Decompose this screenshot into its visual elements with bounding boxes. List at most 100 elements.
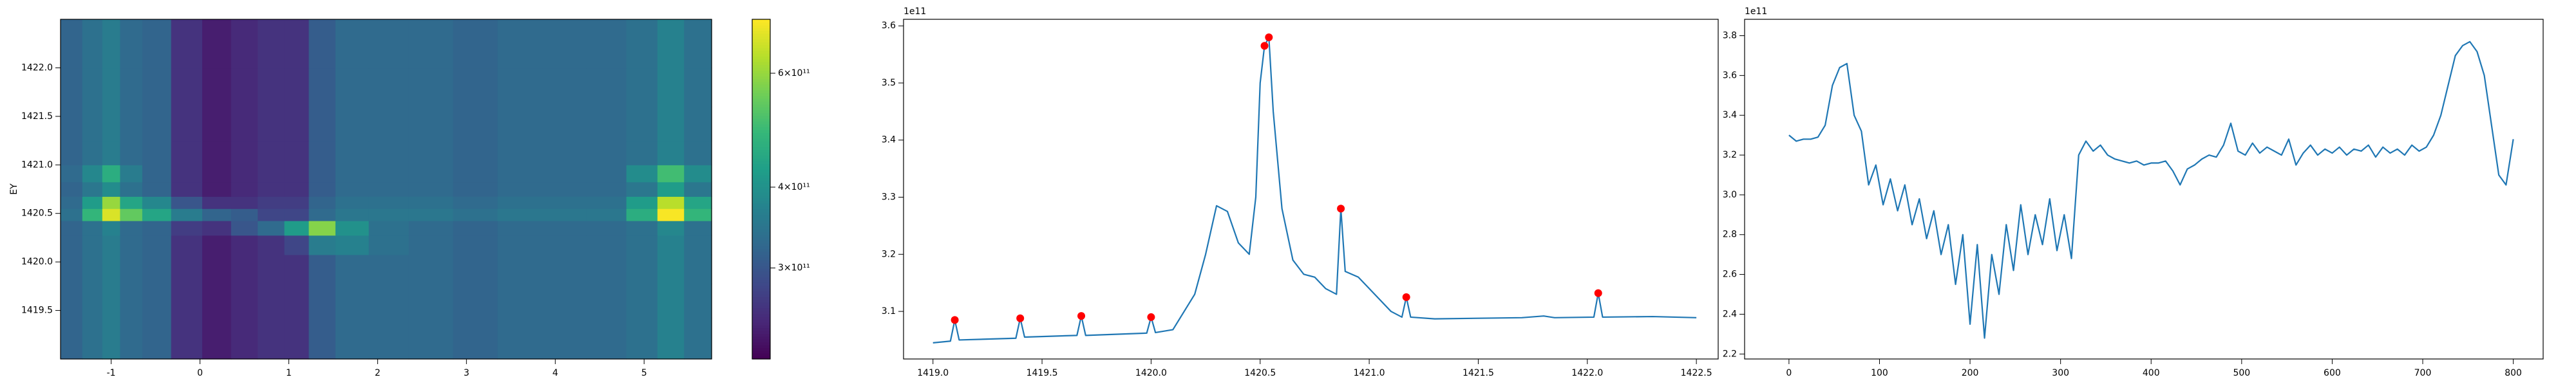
colorbar-strip	[752, 22, 770, 26]
y-tick-label: 2.8	[1723, 230, 1737, 240]
heatmap-cell	[284, 317, 310, 360]
heatmap-cell	[586, 196, 627, 209]
heatmap-cell	[231, 68, 258, 107]
heatmap-cell	[202, 284, 232, 318]
colorbar-strip	[752, 262, 770, 266]
heatmap-cell	[308, 254, 336, 284]
heatmap-cell	[171, 106, 203, 142]
heatmap-cell	[497, 165, 543, 183]
heatmap-cell	[408, 68, 454, 107]
heatmap-cell	[408, 221, 454, 236]
colorbar-strip	[752, 308, 770, 311]
heatmap-cell	[171, 181, 203, 197]
heatmap-cell	[120, 140, 143, 165]
colorbar-strip	[752, 121, 770, 125]
colorbar-strip	[752, 48, 770, 51]
colorbar-strip	[752, 279, 770, 283]
heatmap-cell	[120, 68, 143, 107]
colorbar-strip	[752, 302, 770, 306]
heatmap-cell	[308, 284, 336, 318]
colorbar-strip	[752, 228, 770, 232]
heatmap-cell	[542, 165, 587, 183]
colorbar-strip	[752, 257, 770, 261]
heatmap-cell	[102, 140, 121, 165]
heatmap-cell	[82, 106, 103, 142]
heatmap-cell	[202, 181, 232, 197]
colorbar-strip	[752, 345, 770, 348]
heatmap-cell	[120, 19, 143, 69]
colorbar-strip	[752, 62, 770, 65]
heatmap-cell	[61, 140, 83, 165]
colorbar-strip	[752, 133, 770, 136]
heatmap-cell	[586, 284, 627, 318]
heatmap-cell	[171, 140, 203, 165]
heatmap-cell	[657, 221, 685, 236]
heatmap-cell	[408, 208, 454, 221]
peak-marker	[1337, 205, 1345, 213]
heatmap-cell	[684, 208, 712, 221]
x-tick-label: 1420.0	[1135, 368, 1167, 378]
x-tick-label: 1421.0	[1354, 368, 1385, 378]
heatmap-cell	[61, 19, 83, 69]
heatmap-cell	[308, 19, 336, 69]
y-tick-label: 1419.5	[21, 306, 53, 316]
colorbar-strip	[752, 161, 770, 164]
heatmap-cell	[586, 106, 627, 142]
heatmap-cell	[120, 181, 143, 197]
heatmap-cell	[586, 254, 627, 284]
offset-label: 1e11	[904, 6, 926, 17]
colorbar-strip	[752, 198, 770, 201]
colorbar-strip	[752, 356, 770, 360]
colorbar-strip	[752, 186, 770, 190]
heatmap-cell	[82, 235, 103, 255]
heatmap-cell	[497, 254, 543, 284]
x-tick-label: 4	[553, 368, 558, 378]
data-line	[1788, 41, 2514, 339]
heatmap-cell	[626, 317, 658, 360]
heatmap-cell	[684, 165, 712, 183]
colorbar-strip	[752, 327, 770, 331]
heatmap-cell	[120, 317, 143, 360]
heatmap-cell	[120, 208, 143, 221]
heatmap-cell	[453, 165, 498, 183]
heatmap-cell	[284, 196, 310, 209]
heatmap-cell	[368, 196, 410, 209]
heatmap-cell	[542, 181, 587, 197]
peak-marker	[1147, 313, 1155, 321]
heatmap-cell	[408, 106, 454, 142]
heatmap-cell	[408, 181, 454, 197]
colorbar-strip	[752, 36, 770, 40]
heatmap-cell	[61, 284, 83, 318]
colorbar-strip	[752, 232, 770, 235]
heatmap-cell	[284, 254, 310, 284]
colorbar-strip	[752, 169, 770, 173]
axes-frame	[1744, 19, 2544, 360]
x-tick-label: 1	[286, 368, 292, 378]
heatmap-cell	[626, 181, 658, 197]
heatmap-cell	[102, 181, 121, 197]
heatmap-cell	[453, 181, 498, 197]
heatmap-cell	[308, 140, 336, 165]
colorbar-strip	[752, 223, 770, 226]
heatmap-cell	[231, 181, 258, 197]
heatmap-cell	[497, 317, 543, 360]
heatmap-cell	[142, 19, 172, 69]
heatmap-cell	[102, 254, 121, 284]
heatmap-cell	[368, 19, 410, 69]
y-tick-label: 1421.0	[21, 160, 53, 170]
heatmap-cell	[142, 165, 172, 183]
colorbar-strip	[752, 115, 770, 119]
heatmap-cell	[368, 254, 410, 284]
y-tick-label: 2.2	[1723, 349, 1737, 359]
heatmap-cell	[626, 19, 658, 69]
heatmap-cell	[335, 19, 370, 69]
y-tick-label: 1420.5	[21, 208, 53, 219]
heatmap-cell	[308, 221, 336, 236]
y-tick-label: 1422.0	[21, 62, 53, 73]
heatmap-cell	[284, 19, 310, 69]
heatmap-cell	[453, 208, 498, 221]
heatmap-cell	[542, 68, 587, 107]
heatmap-cell	[684, 106, 712, 142]
colorbar-strip	[752, 322, 770, 326]
heatmap-cell	[284, 165, 310, 183]
